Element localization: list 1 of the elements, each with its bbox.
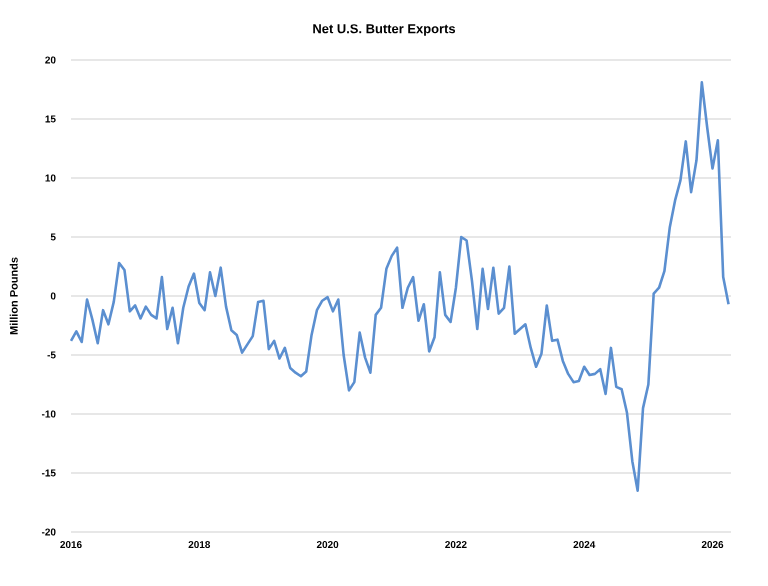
line-series: [69, 81, 730, 492]
